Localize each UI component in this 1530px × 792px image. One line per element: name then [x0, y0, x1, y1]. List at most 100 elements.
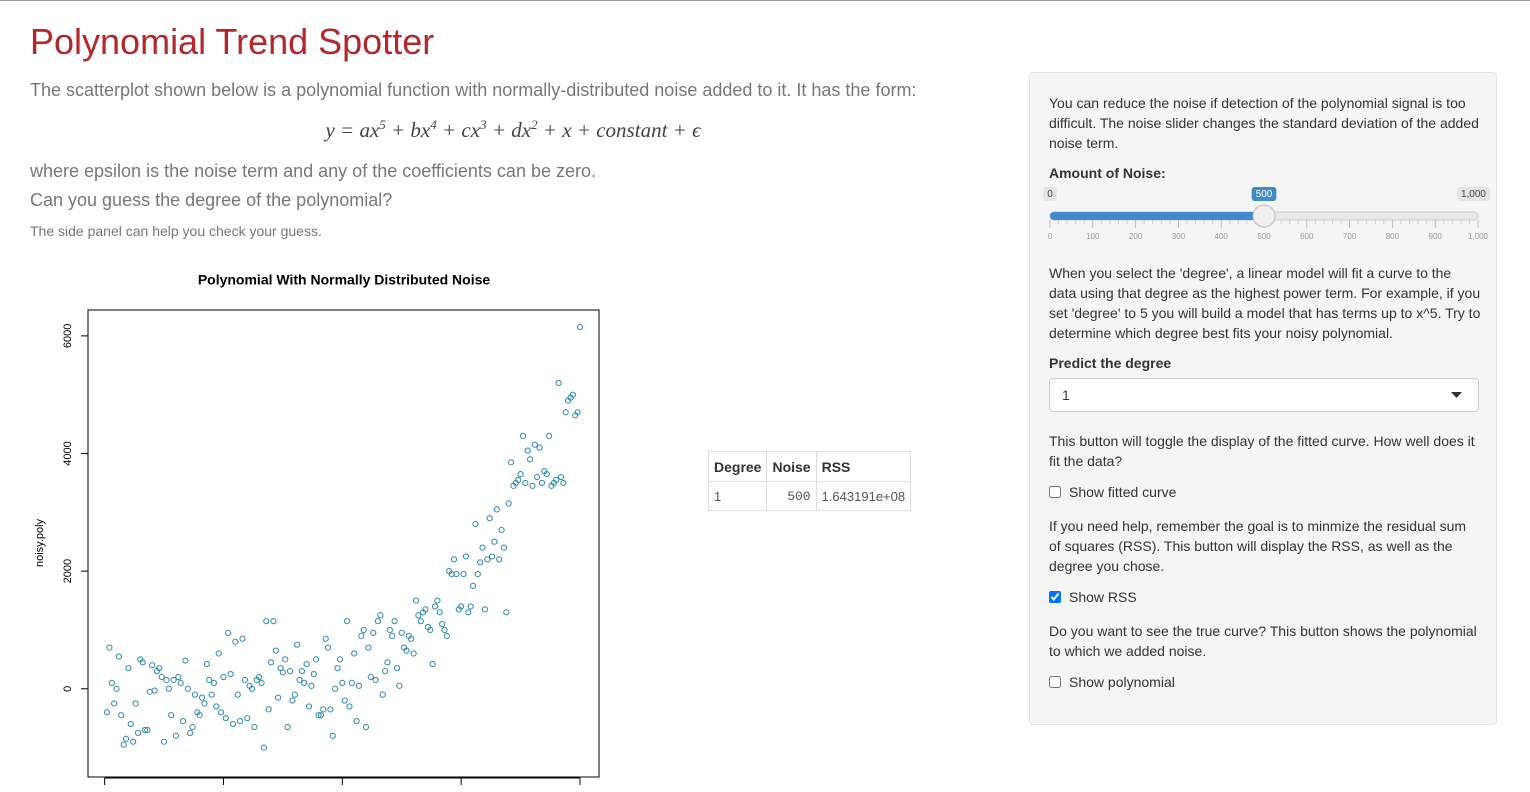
point — [322, 635, 329, 642]
slider-fill — [1050, 212, 1264, 220]
equation-term: + x + constant + ϵ — [537, 118, 701, 142]
slider-tick-label: 400 — [1215, 232, 1229, 241]
point — [408, 635, 415, 642]
point — [398, 629, 405, 637]
checkbox-input[interactable] — [1049, 486, 1061, 498]
point — [225, 629, 232, 637]
point — [187, 729, 194, 736]
point — [372, 676, 379, 684]
point — [562, 409, 569, 416]
point — [258, 679, 265, 686]
checkbox[interactable]: Show polynomial — [1049, 672, 1175, 692]
point — [315, 712, 322, 719]
checkbox-label: Show polynomial — [1069, 674, 1175, 690]
checkbox[interactable]: Show RSS — [1049, 587, 1137, 607]
point — [310, 670, 317, 678]
point — [172, 732, 180, 739]
point — [507, 459, 515, 466]
point — [341, 697, 348, 704]
point — [222, 715, 229, 722]
point — [108, 679, 115, 686]
point — [462, 553, 470, 560]
select-value: 1 — [1062, 387, 1070, 403]
point — [184, 685, 191, 692]
point — [574, 409, 581, 416]
point — [465, 609, 472, 616]
point — [481, 606, 489, 613]
y-tick-label: 2000 — [62, 559, 74, 583]
point — [141, 726, 149, 734]
header-cell: Degree — [707, 451, 768, 482]
checkbox[interactable]: Show fitted curve — [1049, 482, 1176, 502]
table-header: Degree Noise RSS — [707, 451, 912, 482]
point — [294, 641, 301, 648]
badge-text: 1,000 — [1461, 189, 1486, 200]
point — [469, 582, 477, 589]
intro-text: The scatterplot shown below is a polynom… — [30, 80, 917, 100]
point — [427, 626, 434, 634]
point — [130, 738, 137, 745]
point — [210, 679, 218, 686]
point — [125, 665, 132, 672]
checkbox-input[interactable] — [1049, 591, 1061, 603]
chart-title: Polynomial With Normally Distributed Noi… — [198, 272, 491, 288]
point — [198, 694, 206, 701]
point — [284, 723, 291, 731]
point — [248, 685, 256, 692]
point — [106, 644, 113, 651]
point — [553, 476, 560, 484]
point — [370, 629, 377, 637]
point — [477, 559, 484, 566]
point — [144, 726, 151, 734]
point — [203, 660, 210, 668]
point — [270, 618, 277, 625]
cell: 1 — [707, 481, 768, 511]
point — [279, 669, 286, 676]
page-title: Polynomial Trend Spotter — [30, 21, 435, 62]
point — [362, 723, 370, 731]
point — [317, 712, 325, 719]
slider-tick-label: 500 — [1257, 232, 1271, 241]
point — [389, 632, 396, 639]
intro-text: where epsilon is the noise term and any … — [30, 161, 596, 181]
point — [569, 391, 576, 398]
point — [524, 447, 531, 454]
point — [237, 718, 244, 725]
point — [450, 556, 458, 563]
point — [393, 665, 401, 672]
degree-select[interactable]: 1 — [1049, 378, 1479, 412]
point — [260, 744, 267, 751]
point — [336, 656, 344, 663]
point — [441, 626, 448, 634]
header-cell: Noise — [766, 451, 817, 482]
point — [543, 470, 550, 478]
point — [189, 723, 196, 731]
point — [536, 444, 543, 451]
equation-term: + cx — [436, 118, 481, 142]
point — [353, 718, 360, 725]
checkbox-input[interactable] — [1049, 676, 1061, 688]
point — [555, 379, 562, 387]
point — [365, 644, 372, 651]
slider-handle — [1252, 204, 1276, 228]
point — [329, 732, 336, 739]
point — [431, 603, 439, 610]
point — [415, 612, 422, 619]
badge-box — [1043, 187, 1057, 201]
point — [434, 597, 441, 604]
point — [163, 676, 170, 684]
point — [429, 660, 436, 668]
point — [227, 670, 234, 678]
point — [132, 700, 139, 707]
hint-text: The side panel can help you check your g… — [30, 223, 322, 239]
noise-slider[interactable]: 0 100 200 300 400 500 600 700 800 900 1,000 0 1,000 5… — [1040, 183, 1490, 245]
intro-text: Can you guess the degree of the polynomi… — [30, 190, 393, 210]
point — [301, 679, 308, 686]
badge-box — [1456, 187, 1490, 201]
point — [182, 657, 189, 664]
equation-term: + bx — [385, 118, 431, 142]
point — [213, 703, 220, 710]
point — [460, 570, 467, 578]
point — [215, 650, 222, 657]
